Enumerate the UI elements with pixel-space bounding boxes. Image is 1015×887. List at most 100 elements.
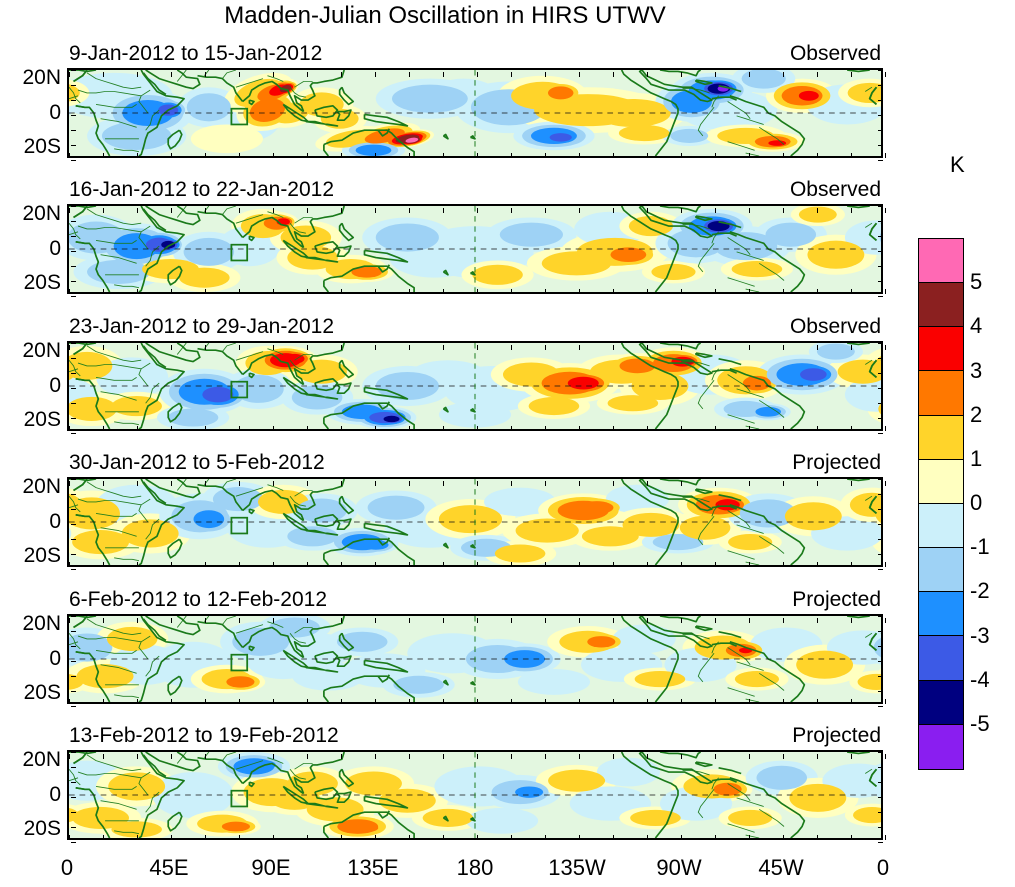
tick-mark (442, 481, 444, 486)
tick-mark (442, 754, 444, 759)
tick-mark (878, 841, 883, 843)
tick-mark (878, 751, 883, 753)
tick-mark (476, 72, 478, 77)
tick-mark (748, 289, 750, 294)
tick-mark (816, 835, 818, 840)
tick-mark (612, 699, 614, 704)
tick-mark (102, 699, 104, 704)
panel-1-date-range: 9-Jan-2012 to 15-Jan-2012 (69, 42, 323, 65)
tick-mark (878, 538, 883, 540)
tick-mark (71, 523, 76, 525)
tick-mark (204, 835, 206, 840)
tick-mark (272, 699, 274, 704)
panel-2-y-tick-0: 0 (49, 236, 61, 260)
tick-mark (68, 835, 70, 840)
tick-mark (102, 426, 104, 431)
panel-4-y-tick-20N: 20N (22, 475, 61, 498)
tick-mark (408, 699, 410, 704)
tick-mark (878, 811, 883, 813)
tick-mark (340, 153, 342, 158)
tick-mark (272, 289, 274, 294)
tick-mark (71, 796, 76, 798)
tick-mark (878, 432, 883, 434)
tick-mark (714, 481, 716, 486)
tick-mark (408, 426, 410, 431)
tick-mark (170, 345, 172, 350)
tick-mark (646, 345, 648, 350)
tick-mark (238, 153, 240, 158)
tick-mark (884, 208, 886, 213)
tick-mark (878, 205, 883, 207)
tick-mark (816, 289, 818, 294)
tick-mark (71, 417, 76, 419)
tick-mark (748, 345, 750, 350)
tick-mark (878, 508, 883, 510)
tick-mark (68, 345, 70, 350)
map-panel-6: 13-Feb-2012 to 19-Feb-2012 Projected 20N 0 2… (22, 724, 886, 843)
tick-mark (71, 568, 76, 570)
tick-mark (340, 618, 342, 623)
tick-mark (680, 562, 682, 567)
tick-mark (238, 562, 240, 567)
tick-mark (782, 153, 784, 158)
tick-mark (306, 153, 308, 158)
tick-mark (408, 562, 410, 567)
tick-mark (476, 345, 478, 350)
tick-mark (646, 562, 648, 567)
tick-mark (646, 618, 648, 623)
tick-mark (878, 99, 883, 101)
tick-mark (878, 417, 883, 419)
tick-mark (71, 84, 76, 86)
panel-6-plot-area (67, 750, 886, 843)
colorbar (918, 238, 964, 770)
tick-mark (340, 289, 342, 294)
tick-mark (238, 481, 240, 486)
tick-mark (816, 618, 818, 623)
tick-mark (714, 72, 716, 77)
tick-mark (748, 426, 750, 431)
tick-mark (102, 153, 104, 158)
tick-mark (71, 265, 76, 267)
tick-mark (680, 153, 682, 158)
panel-1-status-label: Observed (789, 42, 881, 65)
tick-mark (204, 208, 206, 213)
tick-mark (680, 481, 682, 486)
tick-mark (850, 72, 852, 77)
map-panel-3: 23-Jan-2012 to 29-Jan-2012 Observed 20N 0 20… (22, 315, 886, 434)
tick-mark (816, 699, 818, 704)
page-title: Madden-Julian Oscillation in HIRS UTWV (224, 2, 666, 29)
tick-mark (748, 208, 750, 213)
colorbar-band-4 (919, 415, 963, 460)
colorbar-tick--5: -5 (970, 710, 990, 736)
panel-3-plot-area (67, 341, 886, 434)
tick-mark (510, 754, 512, 759)
tick-mark (646, 289, 648, 294)
colorbar-band-3 (919, 371, 963, 416)
tick-mark (374, 345, 376, 350)
tick-mark (878, 250, 883, 252)
tick-mark (878, 114, 883, 116)
tick-mark (748, 699, 750, 704)
tick-mark (714, 618, 716, 623)
tick-mark (878, 265, 883, 267)
tick-mark (71, 826, 76, 828)
tick-mark (272, 562, 274, 567)
tick-mark (374, 618, 376, 623)
tick-mark (476, 426, 478, 431)
tick-mark (884, 345, 886, 350)
tick-mark (204, 754, 206, 759)
tick-mark (238, 835, 240, 840)
tick-mark (680, 289, 682, 294)
tick-mark (102, 208, 104, 213)
tick-mark (340, 699, 342, 704)
tick-mark (510, 208, 512, 213)
tick-mark (170, 481, 172, 486)
tick-mark (612, 289, 614, 294)
tick-mark (816, 345, 818, 350)
tick-mark (238, 699, 240, 704)
tick-mark (374, 481, 376, 486)
tick-mark (612, 208, 614, 213)
panel-1-y-tick-20N: 20N (22, 66, 61, 89)
tick-mark (714, 208, 716, 213)
tick-mark (782, 72, 784, 77)
